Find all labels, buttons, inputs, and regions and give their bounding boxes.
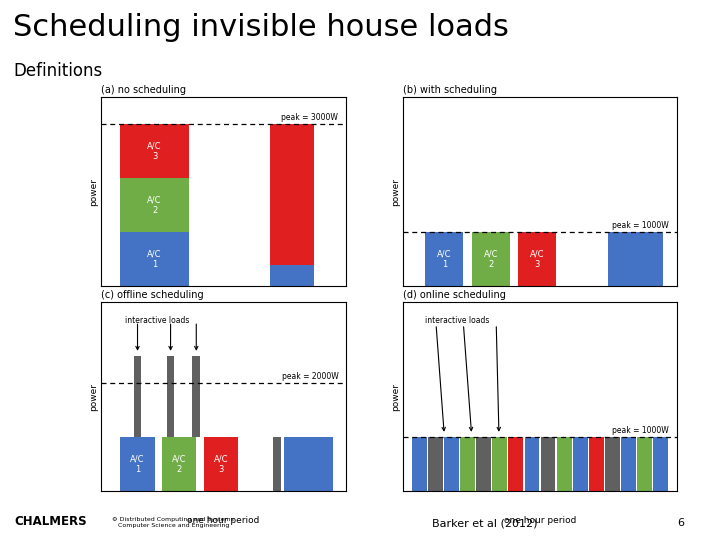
Text: Scheduling invisible house loads: Scheduling invisible house loads <box>13 14 509 43</box>
Text: peak = 3000W: peak = 3000W <box>282 112 338 122</box>
Bar <box>270 211 314 232</box>
Text: A/C
2: A/C 2 <box>148 195 162 215</box>
Y-axis label: power: power <box>89 178 98 206</box>
Text: peak = 2000W: peak = 2000W <box>282 372 338 381</box>
Bar <box>637 437 652 491</box>
Bar <box>608 232 663 286</box>
Bar <box>120 178 189 232</box>
Text: A/C
3: A/C 3 <box>148 141 162 161</box>
Bar <box>621 437 636 491</box>
Bar <box>472 232 510 286</box>
Bar <box>162 437 197 491</box>
Bar <box>270 232 314 286</box>
Y-axis label: power: power <box>392 383 400 411</box>
Text: A/C
3: A/C 3 <box>214 455 228 474</box>
Text: 6: 6 <box>677 518 684 528</box>
Text: Definitions: Definitions <box>13 62 102 80</box>
Bar <box>284 437 333 491</box>
Bar <box>525 437 539 491</box>
Bar <box>412 437 427 491</box>
Bar <box>541 437 555 491</box>
Bar <box>192 356 200 437</box>
Y-axis label: power: power <box>392 178 400 206</box>
Bar <box>204 437 238 491</box>
Text: one hour period: one hour period <box>504 516 576 525</box>
Text: interactive loads: interactive loads <box>425 316 490 325</box>
Bar <box>518 232 557 286</box>
Text: peak = 1000W: peak = 1000W <box>612 220 669 230</box>
Bar <box>273 437 281 491</box>
Bar <box>557 437 572 491</box>
Text: (b) with scheduling: (b) with scheduling <box>403 85 498 95</box>
Bar <box>428 437 443 491</box>
Text: one hour period: one hour period <box>187 310 259 320</box>
Bar <box>120 437 155 491</box>
Bar <box>460 437 475 491</box>
Bar <box>653 437 668 491</box>
Bar <box>270 124 314 265</box>
Bar <box>134 356 141 437</box>
Text: (d) online scheduling: (d) online scheduling <box>403 290 506 300</box>
Bar <box>425 232 464 286</box>
Bar <box>477 437 491 491</box>
Text: (c) offline scheduling: (c) offline scheduling <box>101 290 204 300</box>
Bar <box>120 124 189 178</box>
Text: CHALMERS: CHALMERS <box>14 515 87 528</box>
Text: interactive loads: interactive loads <box>125 316 189 325</box>
Bar <box>605 437 620 491</box>
Bar <box>492 437 507 491</box>
Y-axis label: power: power <box>89 383 98 411</box>
Text: A/C
2: A/C 2 <box>484 249 498 269</box>
Text: peak = 1000W: peak = 1000W <box>612 426 669 435</box>
Bar <box>589 437 603 491</box>
Text: ⚙ Distributed Computing and Systems
   Computer Science and Engineering: ⚙ Distributed Computing and Systems Comp… <box>112 517 233 528</box>
Text: A/C
2: A/C 2 <box>172 455 186 474</box>
Text: Barker et al (2012): Barker et al (2012) <box>432 518 538 528</box>
Text: one hour period: one hour period <box>187 516 259 525</box>
Bar <box>573 437 588 491</box>
Bar <box>166 356 174 437</box>
Text: A/C
1: A/C 1 <box>437 249 451 269</box>
Text: A/C
1: A/C 1 <box>130 455 145 474</box>
Text: (a) no scheduling: (a) no scheduling <box>101 85 186 95</box>
Text: A/C
3: A/C 3 <box>530 249 544 269</box>
Text: A/C
1: A/C 1 <box>148 249 162 269</box>
Bar <box>120 232 189 286</box>
Bar <box>508 437 523 491</box>
Bar <box>444 437 459 491</box>
Text: one hour period: one hour period <box>504 310 576 320</box>
